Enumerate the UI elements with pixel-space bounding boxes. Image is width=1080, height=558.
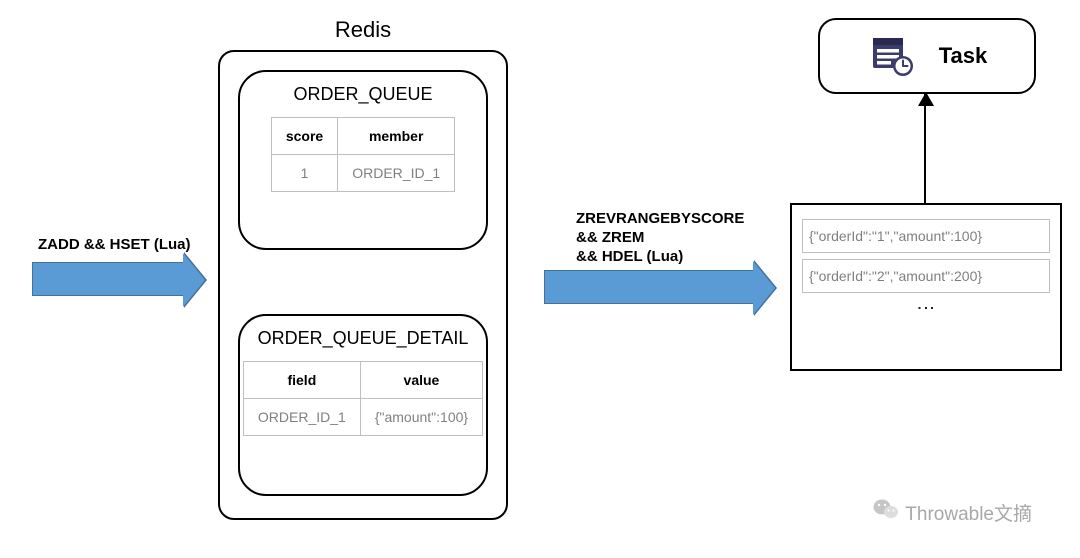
- queue-cell-score: 1: [271, 155, 337, 192]
- redis-container: Redis ORDER_QUEUE score member 1 ORDER_I…: [218, 50, 508, 520]
- detail-cell-value: {"amount":100}: [360, 399, 482, 436]
- wechat-icon: [873, 498, 899, 526]
- result-row-0: {"orderId":"1","amount":100}: [802, 219, 1050, 253]
- table-row: 1 ORDER_ID_1: [271, 155, 454, 192]
- watermark: Throwable文摘: [873, 498, 1032, 526]
- detail-col-field: field: [243, 362, 360, 399]
- table-row: ORDER_ID_1 {"amount":100}: [243, 399, 482, 436]
- queue-col-score: score: [271, 118, 337, 155]
- left-arrow: [32, 262, 184, 296]
- right-arrow-label-2: && ZREM: [576, 229, 644, 246]
- queue-col-member: member: [338, 118, 455, 155]
- right-arrow-label-1: ZREVRANGEBYSCORE: [576, 210, 744, 227]
- right-arrow-label-3: && HDEL (Lua): [576, 248, 683, 265]
- results-box: {"orderId":"1","amount":100} {"orderId":…: [790, 203, 1062, 371]
- queue-cell-member: ORDER_ID_1: [338, 155, 455, 192]
- result-row-1: {"orderId":"2","amount":200}: [802, 259, 1050, 293]
- left-arrow-label: ZADD && HSET (Lua): [38, 236, 191, 253]
- order-queue-detail-box: ORDER_QUEUE_DETAIL field value ORDER_ID_…: [238, 314, 488, 496]
- order-queue-box: ORDER_QUEUE score member 1 ORDER_ID_1: [238, 70, 488, 250]
- watermark-text: Throwable文摘: [905, 499, 1032, 526]
- right-arrow: [544, 270, 754, 304]
- order-queue-detail-title: ORDER_QUEUE_DETAIL: [258, 328, 469, 349]
- detail-cell-field: ORDER_ID_1: [243, 399, 360, 436]
- up-arrow: [924, 94, 926, 204]
- task-box: Task: [818, 18, 1036, 94]
- detail-col-value: value: [360, 362, 482, 399]
- order-queue-table: score member 1 ORDER_ID_1: [271, 117, 455, 192]
- calendar-clock-icon: [867, 30, 915, 83]
- order-queue-detail-table: field value ORDER_ID_1 {"amount":100}: [243, 361, 483, 436]
- redis-title: Redis: [335, 17, 391, 43]
- task-label: Task: [939, 43, 988, 69]
- order-queue-title: ORDER_QUEUE: [293, 84, 432, 105]
- ellipsis-icon: ⋮: [915, 299, 937, 319]
